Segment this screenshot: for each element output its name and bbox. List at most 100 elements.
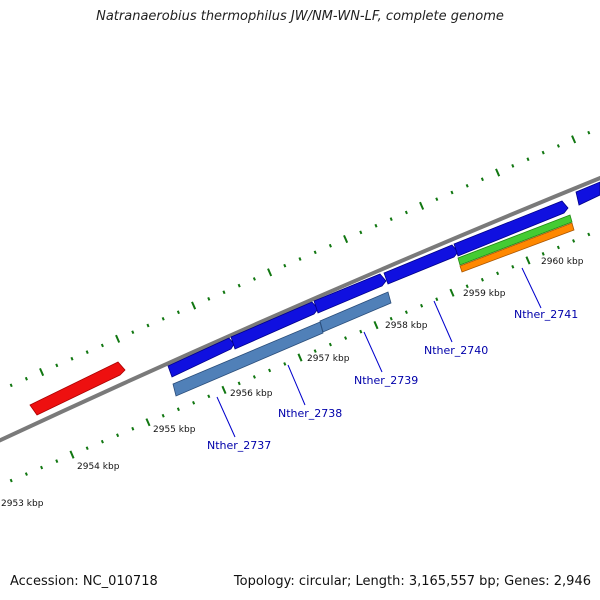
major-tick xyxy=(419,201,425,210)
major-tick xyxy=(267,268,273,277)
minor-tick xyxy=(176,407,180,412)
minor-tick xyxy=(404,310,408,314)
minor-tick xyxy=(344,336,348,340)
minor-tick xyxy=(55,363,59,368)
gene-feature-3[interactable] xyxy=(313,273,387,314)
minor-tick xyxy=(161,413,165,418)
gene-label-leader xyxy=(216,396,236,438)
gene-feature-6[interactable] xyxy=(575,181,600,206)
minor-tick xyxy=(252,277,256,281)
minor-tick xyxy=(237,381,241,386)
gene-feature-4[interactable] xyxy=(383,244,459,285)
minor-tick xyxy=(85,446,89,450)
minor-tick xyxy=(374,223,378,228)
gene-label[interactable]: Nther_2738 xyxy=(278,407,342,420)
minor-tick xyxy=(556,144,560,148)
gene-feature-2[interactable] xyxy=(230,301,319,350)
map-title: Natranaerobius thermophilus JW/NM-WN-LF,… xyxy=(96,9,504,24)
major-tick xyxy=(39,367,45,377)
kbp-label: 2959 kbp xyxy=(463,289,506,299)
minor-tick xyxy=(465,284,469,289)
minor-tick xyxy=(9,478,13,483)
minor-tick xyxy=(572,239,576,243)
gene-feature-1[interactable] xyxy=(167,337,235,378)
minor-tick xyxy=(192,401,196,405)
minor-tick xyxy=(40,465,44,470)
gene-label[interactable]: Nther_2737 xyxy=(207,439,271,452)
minor-tick xyxy=(480,277,484,282)
minor-tick xyxy=(146,323,150,328)
major-tick xyxy=(373,321,379,330)
minor-tick xyxy=(328,243,332,248)
outer-tick-track xyxy=(9,130,591,388)
minor-tick xyxy=(420,303,424,308)
orange-feature[interactable] xyxy=(459,222,575,273)
minor-tick xyxy=(465,184,469,188)
minor-tick xyxy=(587,232,591,237)
minor-tick xyxy=(131,330,135,334)
minor-tick xyxy=(526,157,530,162)
minor-tick xyxy=(480,177,484,182)
gene-label[interactable]: Nther_2739 xyxy=(354,374,418,387)
minor-tick xyxy=(100,343,104,348)
minor-tick xyxy=(85,350,89,354)
minor-tick xyxy=(9,383,13,388)
inner-tick-track xyxy=(9,232,591,483)
gene-label-leader xyxy=(521,267,542,309)
minor-tick xyxy=(298,257,302,261)
minor-tick xyxy=(24,376,28,381)
minor-tick xyxy=(496,271,500,276)
minor-tick xyxy=(55,459,59,463)
major-tick xyxy=(297,353,303,362)
gene-label-leader xyxy=(363,331,383,373)
minor-tick xyxy=(450,190,454,195)
minor-tick xyxy=(328,342,332,347)
minor-tick xyxy=(252,375,256,379)
kbp-label: 2953 kbp xyxy=(1,499,44,509)
minor-tick xyxy=(541,150,545,155)
cds-feature-2[interactable] xyxy=(319,291,392,333)
major-tick xyxy=(525,256,531,265)
minor-tick xyxy=(511,164,515,168)
minor-tick xyxy=(283,362,287,366)
green-feature[interactable] xyxy=(457,214,573,266)
minor-tick xyxy=(161,317,165,321)
cds-feature-1[interactable] xyxy=(172,321,324,397)
kbp-label: 2960 kbp xyxy=(541,257,584,267)
gene-label-leader xyxy=(287,364,306,406)
kbp-label: 2954 kbp xyxy=(77,462,120,472)
minor-tick xyxy=(389,217,393,221)
minor-tick xyxy=(268,368,272,373)
minor-tick xyxy=(24,472,28,476)
major-tick xyxy=(449,288,455,297)
kbp-label: 2955 kbp xyxy=(153,425,196,435)
minor-tick xyxy=(116,433,120,438)
rna-gene-feature[interactable] xyxy=(29,361,126,416)
minor-tick xyxy=(587,130,591,135)
genome-stats-text: Topology: circular; Length: 3,165,557 bp… xyxy=(233,574,591,589)
major-tick xyxy=(115,334,121,343)
minor-tick xyxy=(237,283,241,288)
minor-tick xyxy=(70,356,74,361)
minor-tick xyxy=(359,230,363,235)
gene-label[interactable]: Nther_2741 xyxy=(514,308,578,321)
gene-label[interactable]: Nther_2740 xyxy=(424,344,488,357)
major-tick xyxy=(145,418,151,427)
minor-tick xyxy=(176,310,180,315)
minor-tick xyxy=(283,263,287,268)
minor-tick xyxy=(313,250,317,255)
major-tick xyxy=(191,301,197,310)
major-tick xyxy=(221,385,227,394)
minor-tick xyxy=(541,252,545,256)
minor-tick xyxy=(435,197,439,201)
major-tick xyxy=(495,168,501,177)
minor-tick xyxy=(435,297,439,302)
major-tick xyxy=(69,450,75,459)
minor-tick xyxy=(511,265,515,269)
minor-tick xyxy=(100,439,104,444)
genome-backbone xyxy=(0,175,600,443)
minor-tick xyxy=(131,426,135,431)
major-tick xyxy=(343,234,349,244)
gene-feature-5[interactable] xyxy=(453,200,569,257)
